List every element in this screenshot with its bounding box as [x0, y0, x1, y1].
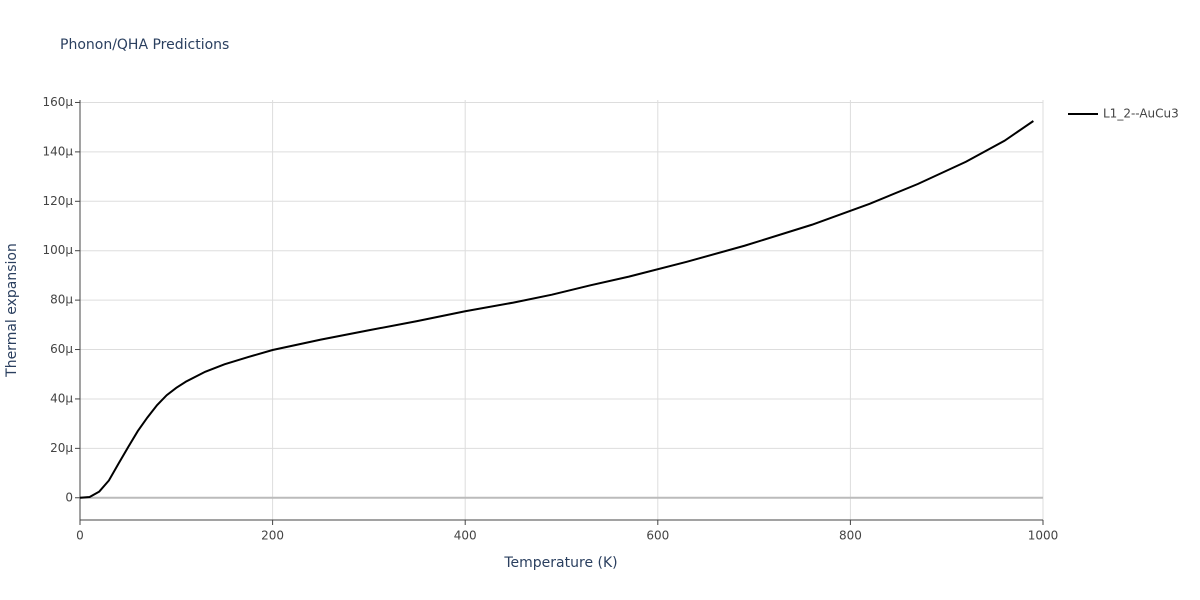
y-tick-label: 80μ: [50, 293, 73, 307]
x-tick-label: 1000: [1028, 529, 1059, 543]
y-tick-label: 140μ: [42, 144, 73, 158]
y-tick-label: 40μ: [50, 391, 73, 405]
legend-label: L1_2--AuCu3: [1103, 107, 1179, 121]
x-tick-label: 800: [839, 529, 862, 543]
x-tick-label: 600: [646, 529, 669, 543]
y-tick-label: 100μ: [42, 243, 73, 257]
data-line: [79, 120, 1034, 499]
x-tick-label: 0: [76, 529, 84, 543]
y-tick-label: 120μ: [42, 194, 73, 208]
x-axis-title: Temperature (K): [503, 555, 617, 571]
x-tick-label: 400: [454, 529, 477, 543]
chart-title: Phonon/QHA Predictions: [60, 37, 229, 53]
x-tick-label: 200: [261, 529, 284, 543]
y-tick-label: 60μ: [50, 342, 73, 356]
y-axis-title: Thermal expansion: [4, 243, 20, 378]
y-tick-label: 0: [65, 490, 73, 504]
y-tick-label: 20μ: [50, 441, 73, 455]
y-tick-label: 160μ: [42, 95, 73, 109]
